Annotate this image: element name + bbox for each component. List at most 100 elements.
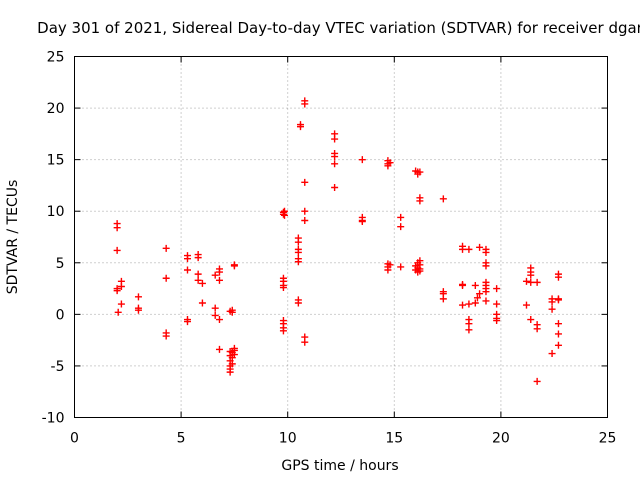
data-point (113, 246, 121, 254)
data-point (294, 248, 302, 256)
x-tick-label: 0 (70, 431, 79, 447)
data-point (301, 207, 309, 215)
y-tick-label: -5 (51, 359, 65, 375)
data-point (215, 316, 223, 324)
data-point (301, 216, 309, 224)
data-point (294, 299, 302, 307)
data-point (228, 308, 236, 316)
data-point (548, 298, 556, 306)
data-point (294, 258, 302, 266)
y-tick-label: 15 (47, 153, 65, 169)
data-point (476, 243, 484, 251)
data-point (331, 183, 339, 191)
data-point (358, 218, 366, 226)
data-point (226, 368, 234, 376)
data-point (162, 244, 170, 252)
data-point (228, 360, 236, 368)
tick-layer: 0 5 10 15 20 25 -10 -5 0 5 10 15 20 25 (42, 50, 617, 447)
data-point (533, 377, 541, 385)
y-tick-label: 10 (47, 204, 65, 220)
data-point (397, 263, 405, 271)
y-tick-label: -10 (42, 411, 65, 427)
data-point (459, 245, 467, 253)
data-point (301, 338, 309, 346)
data-point (211, 311, 219, 319)
data-point (471, 281, 479, 289)
data-point (527, 271, 535, 279)
data-point (416, 267, 424, 275)
data-point (331, 160, 339, 168)
x-tick-label: 20 (492, 431, 510, 447)
data-point (527, 316, 535, 324)
data-point (386, 159, 394, 167)
y-tick-label: 5 (56, 256, 65, 272)
data-point (493, 300, 501, 308)
data-point (482, 288, 490, 296)
data-point (301, 178, 309, 186)
data-point (414, 170, 422, 178)
data-point (183, 255, 191, 263)
data-point (384, 266, 392, 274)
data-point (331, 153, 339, 161)
data-point (465, 320, 473, 328)
data-point (471, 299, 479, 307)
data-point (117, 300, 125, 308)
data-point (482, 262, 490, 270)
data-point (194, 276, 202, 284)
data-point (211, 271, 219, 279)
data-point (117, 283, 125, 291)
data-point (134, 306, 142, 314)
data-point (554, 341, 562, 349)
y-tick-label: 25 (47, 50, 65, 66)
data-point (183, 318, 191, 326)
data-point (211, 304, 219, 312)
data-point (548, 350, 556, 358)
data-point (439, 295, 447, 303)
data-point (482, 297, 490, 305)
data-point (215, 276, 223, 284)
data-point (301, 100, 309, 108)
data-point (397, 223, 405, 231)
x-tick-label: 25 (599, 431, 617, 447)
points-layer (113, 97, 562, 385)
data-point (279, 210, 287, 218)
data-point (397, 213, 405, 221)
plot-frame (74, 56, 608, 418)
x-tick-label: 10 (279, 431, 297, 447)
data-point (194, 254, 202, 262)
data-point (194, 270, 202, 278)
data-point (459, 281, 467, 289)
data-point (465, 300, 473, 308)
data-point (198, 279, 206, 287)
data-point (439, 195, 447, 203)
data-point (522, 301, 530, 309)
data-point (527, 278, 535, 286)
data-point (113, 224, 121, 232)
data-point (183, 266, 191, 274)
y-axis-label: SDTVAR / TECUs (5, 180, 21, 295)
data-point (554, 330, 562, 338)
data-point (493, 317, 501, 325)
data-point (554, 273, 562, 281)
data-point (493, 285, 501, 293)
x-tick-label: 15 (385, 431, 403, 447)
data-point (473, 294, 481, 302)
data-point (459, 301, 467, 309)
data-point (230, 351, 238, 359)
data-point (279, 284, 287, 292)
data-point (134, 293, 142, 301)
data-point (162, 274, 170, 282)
chart-title: Day 301 of 2021, Sidereal Day-to-day VTE… (37, 19, 640, 37)
data-point (358, 156, 366, 164)
data-point (162, 332, 170, 340)
data-point (482, 248, 490, 256)
data-point (294, 238, 302, 246)
grid-layer (74, 56, 608, 418)
data-point (465, 326, 473, 334)
data-point (533, 278, 541, 286)
data-point (476, 290, 484, 298)
data-point (331, 135, 339, 143)
data-point (114, 308, 122, 316)
x-tick-label: 5 (177, 431, 186, 447)
